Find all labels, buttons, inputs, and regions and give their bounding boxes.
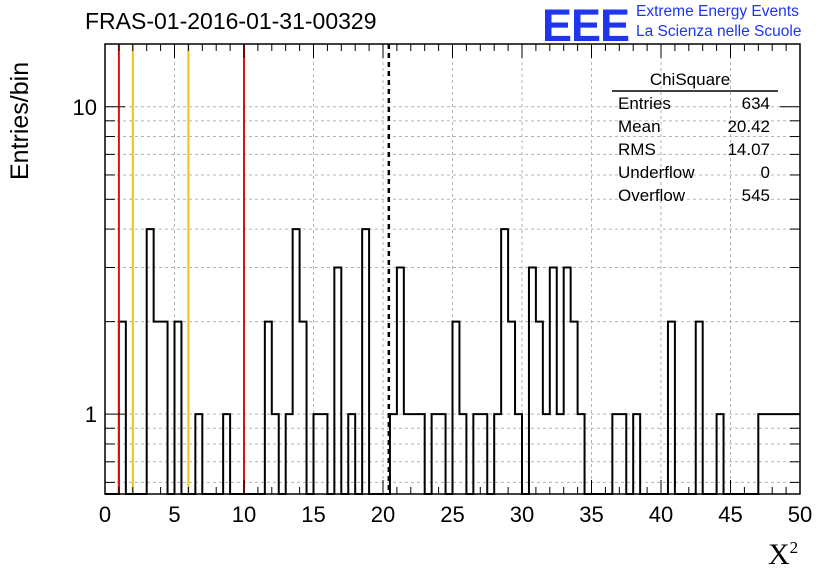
histogram-bin <box>119 322 126 494</box>
stats-value: 634 <box>742 94 770 113</box>
histogram-bin <box>300 322 307 494</box>
histogram-bin <box>334 267 341 494</box>
histogram-bin <box>147 229 154 494</box>
stats-label: RMS <box>618 140 656 159</box>
x-tick-label: 25 <box>440 502 464 527</box>
x-tick-label: 50 <box>788 502 812 527</box>
x-tick-label: 20 <box>371 502 395 527</box>
histogram-bin <box>293 229 300 494</box>
eee-logo: EEE <box>542 0 630 51</box>
histogram-bin <box>453 322 460 494</box>
chart-title: FRAS-01-2016-01-31-00329 <box>85 8 377 34</box>
histogram-bin <box>397 267 404 494</box>
stats-value: 20.42 <box>727 117 770 136</box>
stats-label: Mean <box>618 117 661 136</box>
histogram-bin <box>571 322 578 494</box>
stats-label: Underflow <box>618 163 695 182</box>
stats-label: Overflow <box>618 186 686 205</box>
histogram-bin <box>508 322 515 494</box>
histogram-bin <box>362 229 369 494</box>
x-tick-label: 35 <box>579 502 603 527</box>
y-tick-label: 1 <box>85 402 97 427</box>
x-tick-label: 40 <box>649 502 673 527</box>
x-tick-label: 15 <box>301 502 325 527</box>
x-tick-label: 45 <box>718 502 742 527</box>
histogram-bin <box>265 322 272 494</box>
stats-value: 545 <box>742 186 770 205</box>
y-axis-label: Entries/bin <box>6 61 34 180</box>
histogram-bin <box>161 322 168 494</box>
x-tick-label: 10 <box>232 502 256 527</box>
histogram-bin <box>536 322 543 494</box>
histogram-bin <box>154 322 161 494</box>
x-tick-label: 0 <box>99 502 111 527</box>
histogram-bin <box>501 229 508 494</box>
histogram-bin <box>668 322 675 494</box>
x-tick-label: 30 <box>510 502 534 527</box>
y-tick-label: 10 <box>73 95 97 120</box>
histogram-bin <box>564 267 571 494</box>
logo-line-1: Extreme Energy Events <box>636 3 799 20</box>
stats-label: Entries <box>618 94 671 113</box>
stats-value: 0 <box>761 163 770 182</box>
histogram-bin <box>550 267 557 494</box>
histogram-bin <box>175 322 182 494</box>
x-axis-label: X2 <box>768 538 799 571</box>
stats-value: 14.07 <box>727 140 770 159</box>
logo-line-2: La Scienza nelle Scuole <box>636 23 802 40</box>
x-tick-label: 5 <box>168 502 180 527</box>
histogram-bin <box>696 322 703 494</box>
stats-title: ChiSquare <box>650 70 730 89</box>
histogram-bin <box>529 267 536 494</box>
